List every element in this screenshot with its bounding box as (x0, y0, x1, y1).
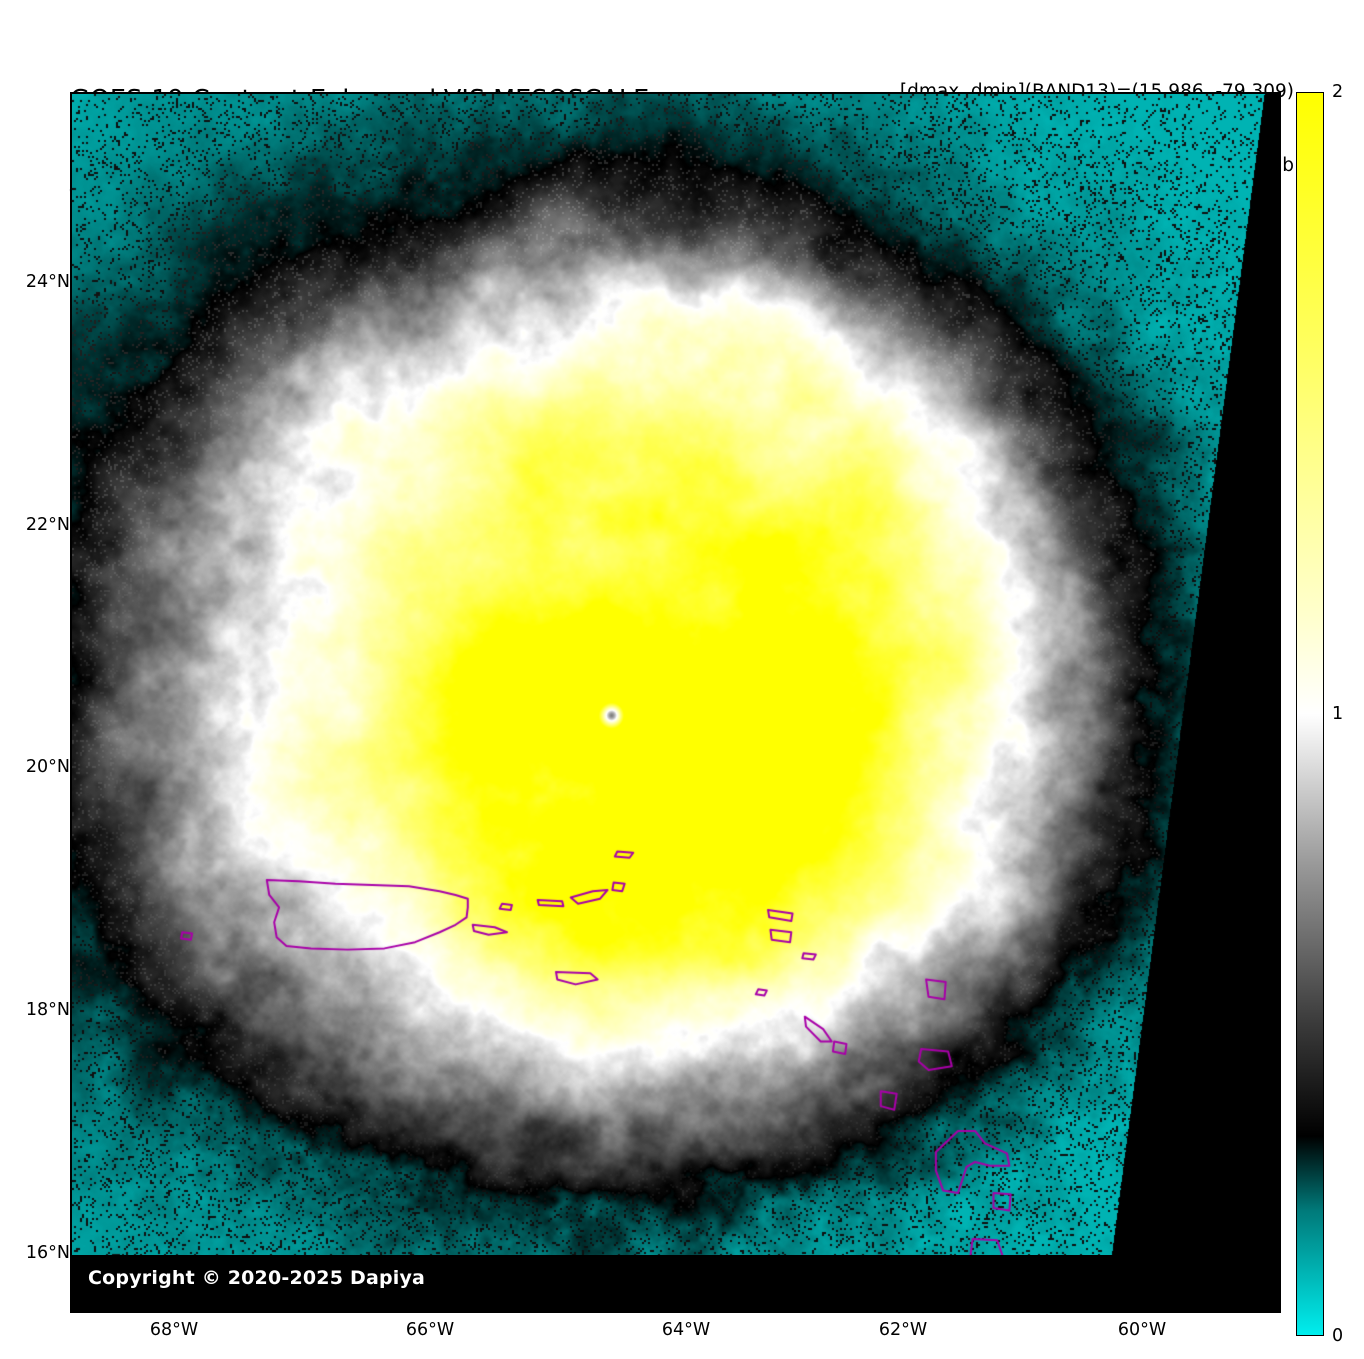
lat-tick-20: 20°N (25, 757, 70, 777)
copyright-band: Copyright © 2020-2025 Dapiya (72, 1255, 1279, 1311)
colorbar-tick-0: 0 (1332, 1326, 1344, 1346)
lon-tick-62: 62°W (878, 1320, 928, 1340)
colorbar-gradient (1296, 92, 1324, 1336)
lat-tick-22: 22°N (25, 515, 70, 535)
lon-tick-64: 64°W (661, 1320, 711, 1340)
colorbar-tick-1: 1 (1332, 704, 1344, 724)
lon-tick-60: 60°W (1117, 1320, 1167, 1340)
copyright-label: Copyright © 2020-2025 Dapiya (88, 1267, 426, 1289)
satellite-image-plot[interactable]: Copyright © 2020-2025 Dapiya (70, 92, 1281, 1313)
colorbar-tick-2: 2 (1332, 82, 1344, 102)
lon-tick-66: 66°W (405, 1320, 455, 1340)
satellite-imagery-canvas[interactable] (72, 94, 1279, 1311)
lon-tick-68: 68°W (149, 1320, 199, 1340)
lat-tick-18: 18°N (25, 1000, 70, 1020)
colorbar[interactable]: 2 1 0 (1296, 82, 1343, 1346)
header: GOES-19 Contrast-Enhanced-VIS MESOSCALE … (0, 0, 1364, 215)
lat-tick-24: 24°N (25, 272, 70, 292)
lat-tick-16: 16°N (25, 1243, 70, 1263)
